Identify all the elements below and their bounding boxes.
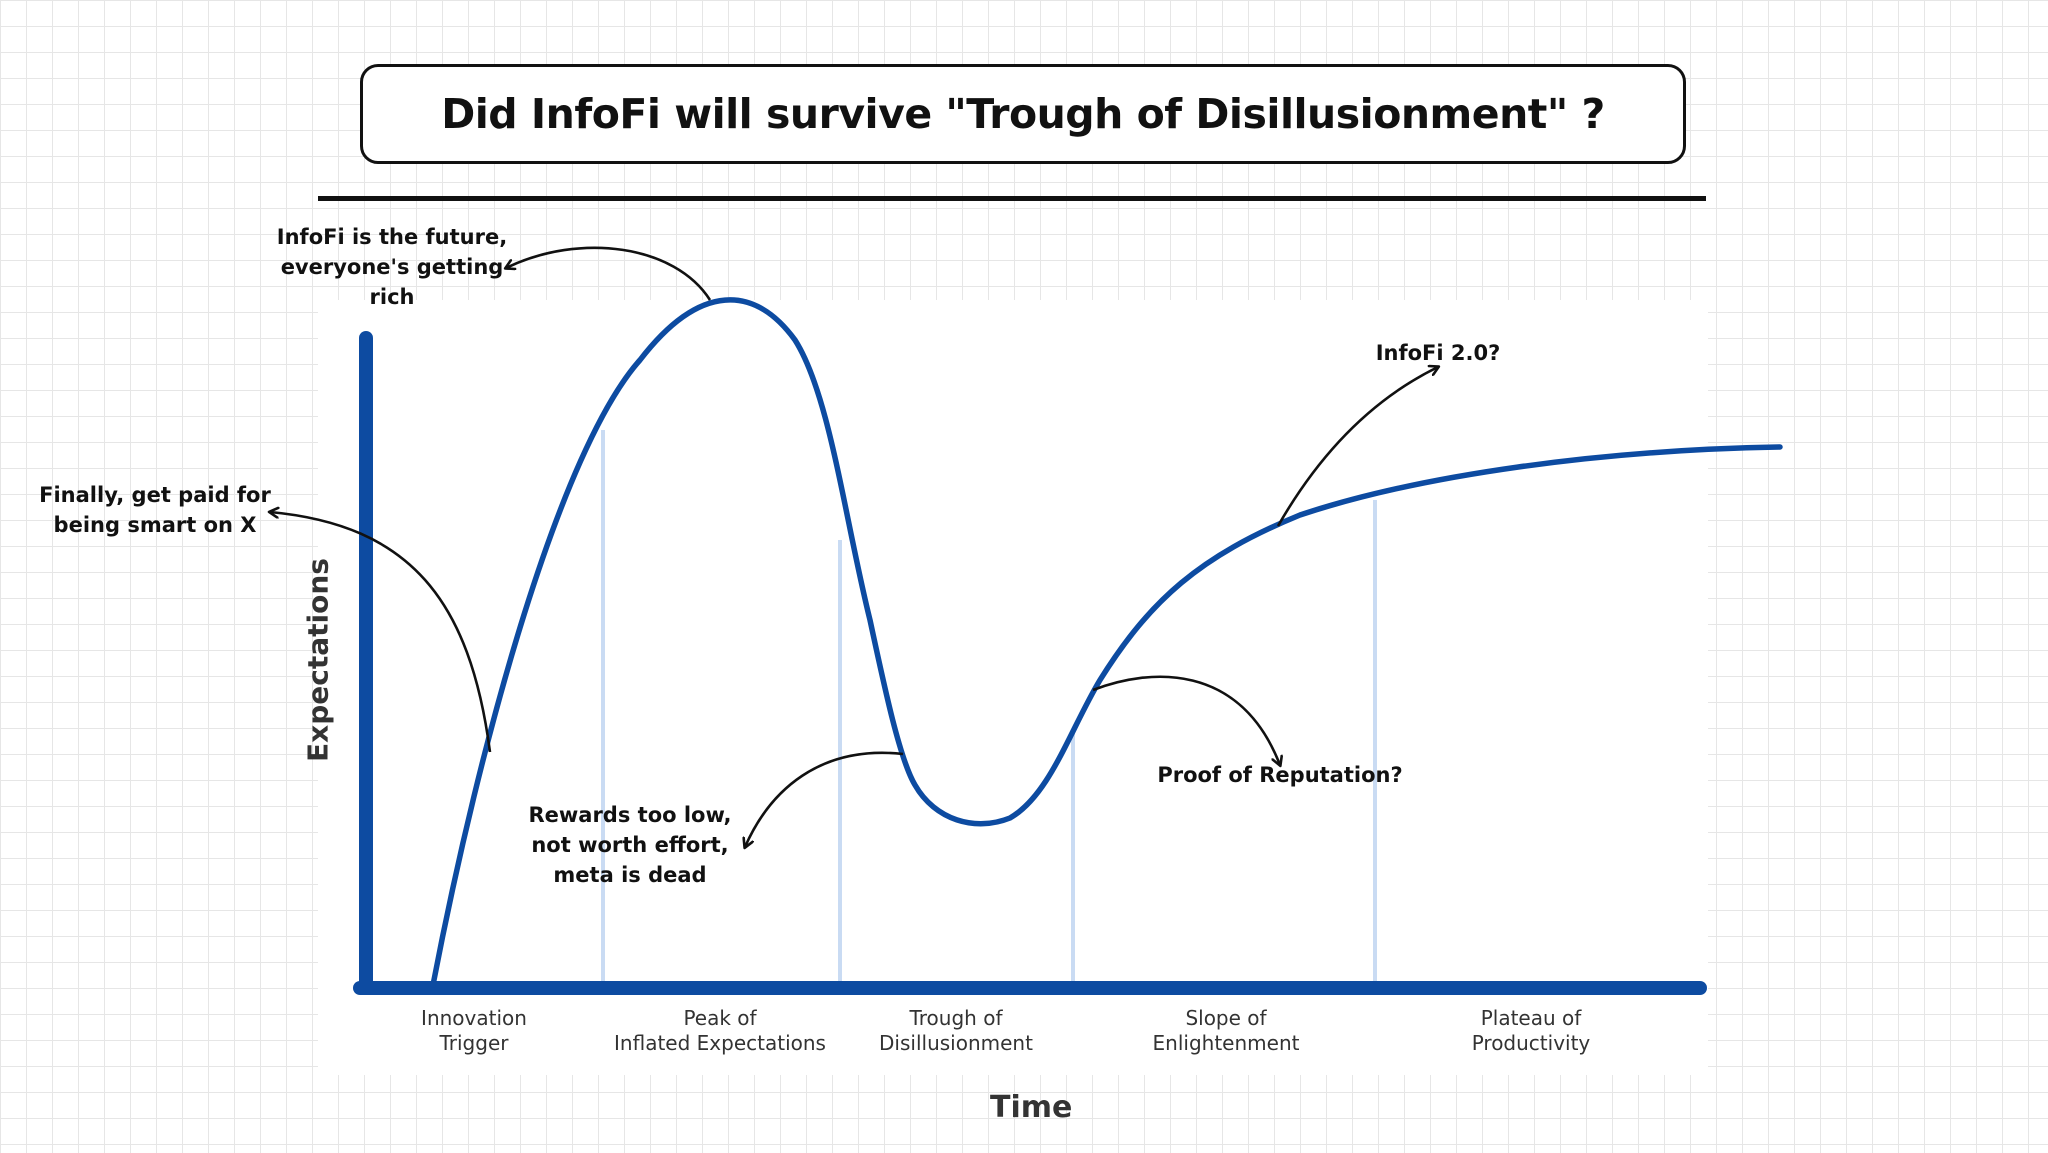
annotation-innovation: Finally, get paid for being smart on X <box>39 483 271 537</box>
x-axis-label: Time <box>990 1090 1073 1125</box>
annotation-arrow-slope <box>1092 675 1280 765</box>
annotation-arrow-innovation <box>270 512 492 753</box>
phase-label-trough: Trough of Disillusionment <box>879 1006 1033 1055</box>
chart-panel <box>318 300 1708 1075</box>
title-divider <box>318 196 1706 201</box>
phase-label-innovation-trigger: Innovation Trigger <box>421 1006 527 1055</box>
annotation-peak: InfoFi is the future, everyone's getting… <box>276 225 508 309</box>
annotation-slope: Proof of Reputation? <box>1157 763 1403 787</box>
y-axis-label: Expectations <box>301 558 335 762</box>
phase-label-peak: Peak of Inflated Expectations <box>614 1006 826 1055</box>
title-box: Did InfoFi will survive "Trough of Disil… <box>360 64 1686 164</box>
annotation-arrow-plateau <box>1276 367 1438 527</box>
hype-curve <box>430 297 1783 988</box>
annotation-plateau: InfoFi 2.0? <box>1375 341 1501 365</box>
annotation-arrow-peak <box>506 246 712 301</box>
phase-label-plateau: Plateau of Productivity <box>1471 1006 1591 1055</box>
annotation-arrow-trough <box>745 751 904 847</box>
annotation-trough: Rewards too low, not worth effort, meta … <box>528 803 732 887</box>
phase-label-slope: Slope of Enlightenment <box>1152 1006 1300 1055</box>
page-title: Did InfoFi will survive "Trough of Disil… <box>441 90 1605 138</box>
